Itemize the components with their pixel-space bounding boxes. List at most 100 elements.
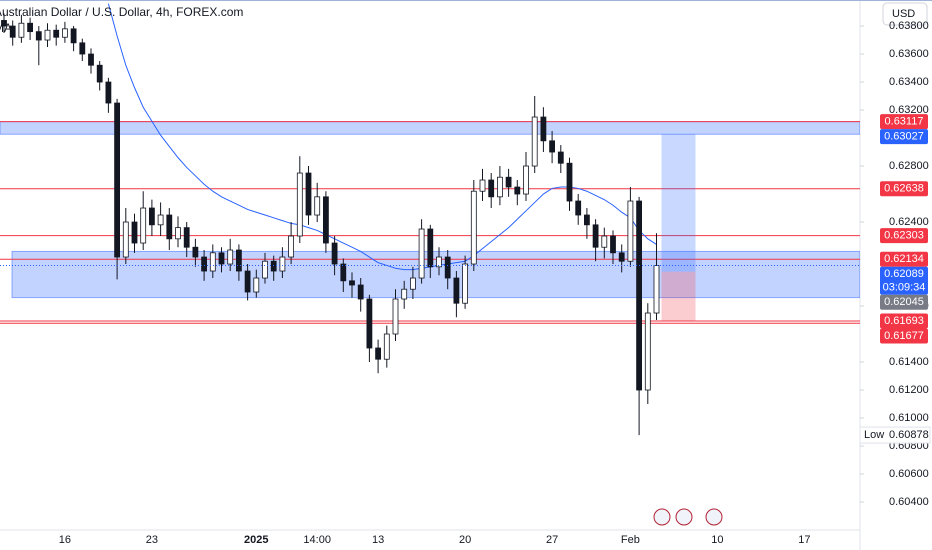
candle-body: [444, 256, 451, 279]
price-label: 0.62045: [884, 296, 924, 308]
y-tick-label: 0.60400: [889, 496, 929, 508]
candle-body: [653, 265, 660, 314]
x-tick-label: 14:00: [303, 534, 331, 546]
candle-body: [227, 249, 234, 265]
price-label-box: [880, 328, 928, 344]
x-tick-label: 23: [146, 534, 158, 546]
low-label-value: 0.60878: [889, 429, 929, 441]
candle-body: [244, 270, 251, 293]
y-tick-label: 0.61400: [889, 356, 929, 368]
candle-body: [557, 151, 564, 164]
candle-body: [375, 347, 382, 360]
candle-body: [566, 162, 573, 202]
candle-body: [27, 22, 34, 33]
price-label: 0.61677: [884, 330, 924, 342]
price-label: 0.62134: [884, 253, 924, 265]
y-tick-label: 0.63800: [889, 20, 929, 32]
x-tick-label: Feb: [621, 534, 640, 546]
event-icon[interactable]: [675, 508, 693, 526]
candle-body: [601, 235, 608, 248]
low-label-box: [859, 426, 931, 444]
currency-button[interactable]: [882, 2, 928, 26]
candle-body: [366, 298, 373, 349]
candle-body: [288, 235, 295, 258]
price-label-box: [880, 114, 928, 130]
candle-body: [9, 25, 16, 38]
candle-body: [53, 29, 60, 38]
candle-body: [470, 190, 477, 265]
candle-body: [209, 252, 216, 272]
candle-body: [610, 235, 616, 254]
candle-body: [618, 252, 625, 262]
candle-body: [175, 227, 181, 240]
candle-body: [636, 200, 642, 391]
event-icon[interactable]: [653, 508, 671, 526]
candle-body: [131, 221, 138, 244]
price-label-box: [880, 313, 928, 329]
x-tick-label: 17: [798, 534, 810, 546]
candle-body: [644, 312, 651, 391]
y-tick-label: 0.61200: [889, 384, 929, 396]
candle-body: [453, 277, 460, 304]
candle-body: [218, 252, 225, 265]
price-label: 0.61693: [884, 315, 924, 327]
x-tick-label: 20: [459, 534, 471, 546]
y-tick-label: 0.60600: [889, 468, 929, 480]
candle-body: [496, 176, 503, 198]
ma-line: [107, 3, 657, 271]
price-label: 0.63027: [884, 131, 924, 143]
price-label-box: [880, 266, 928, 295]
x-tick-label: 27: [546, 534, 558, 546]
zone: [11, 250, 860, 299]
candle-body: [584, 214, 590, 226]
x-tick-label: 16: [59, 534, 71, 546]
candle-body: [575, 200, 582, 216]
candle-body: [505, 176, 512, 188]
price-label-box: [880, 294, 928, 310]
price-label-box: [880, 228, 928, 244]
x-tick-label: 10: [711, 534, 723, 546]
candle-body: [62, 28, 68, 38]
candle-body: [479, 179, 486, 192]
candle-body: [462, 263, 469, 304]
plot: [0, 3, 860, 436]
y-tick-label: 0.61000: [889, 412, 929, 424]
candle-body: [409, 277, 416, 290]
candle-body: [331, 242, 338, 265]
candle-body: [357, 284, 364, 300]
candle-body: [96, 64, 103, 83]
y-tick-label: 0.63600: [889, 48, 929, 60]
candle-body: [183, 227, 190, 248]
price-label: 0.62089: [884, 268, 924, 280]
price-label-box: [880, 251, 928, 267]
candle-body: [201, 256, 208, 272]
candle-body: [262, 260, 268, 279]
zone: [0, 121, 860, 135]
candle-body: [157, 214, 164, 226]
candle-body: [166, 214, 173, 240]
candle-body: [627, 200, 634, 262]
candle-body: [44, 29, 51, 41]
candle-body: [314, 196, 321, 216]
candle-body: [401, 288, 408, 300]
x-tick-label: 13: [372, 534, 384, 546]
y-tick-label: 0.62800: [889, 160, 929, 172]
candle-body: [114, 102, 120, 258]
candle-body: [436, 256, 442, 268]
event-icons: [653, 508, 723, 526]
candle-body: [35, 31, 42, 41]
candle-body: [70, 28, 77, 44]
low-label-name: Low: [864, 429, 884, 441]
candle-body: [88, 53, 94, 66]
candle-body: [270, 260, 277, 272]
candle-body: [1, 20, 7, 27]
candle-body: [549, 140, 555, 153]
candle-body: [349, 280, 355, 286]
currency-label[interactable]: USD: [892, 8, 915, 20]
event-icon[interactable]: [705, 508, 723, 526]
x-tick-label: 2025: [244, 534, 268, 546]
price-label: 0.62303: [884, 230, 924, 242]
chart-title: Australian Dollar / U.S. Dollar, 4h, FOR…: [0, 5, 243, 19]
price-label: 0.63117: [885, 116, 924, 128]
